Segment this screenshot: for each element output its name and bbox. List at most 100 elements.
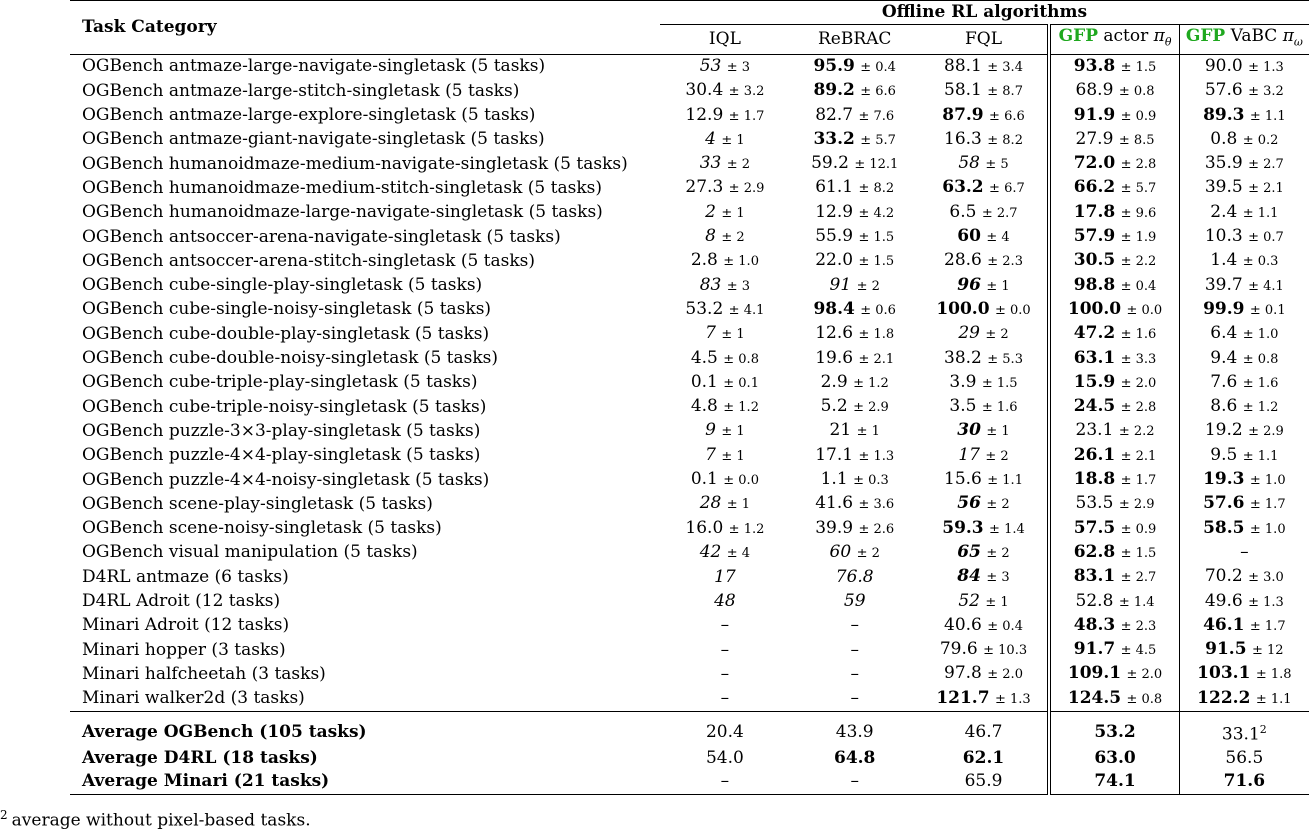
cell-fql: 6.5 ± 2.7 bbox=[920, 201, 1050, 225]
cell-fql: 59.3 ± 1.4 bbox=[920, 517, 1050, 541]
cell-std: ± 0.4 bbox=[1120, 278, 1157, 294]
cell-std: ± 6.6 bbox=[860, 84, 896, 100]
cell-std: ± 3.6 bbox=[858, 497, 895, 513]
cell-value: 8.6 bbox=[1210, 396, 1238, 417]
cell-gfp-actor: 83.1 ± 2.7 bbox=[1047, 565, 1180, 590]
cell-value: 23.1 bbox=[1075, 420, 1114, 441]
task-name: OGBench antmaze-giant-navigate-singletas… bbox=[82, 129, 545, 150]
cell-value: 49.6 bbox=[1204, 590, 1243, 611]
cell-std: ± 2.1 bbox=[858, 351, 895, 367]
cell-value: 72.0 bbox=[1073, 153, 1116, 174]
cell-fql: 3.5 ± 1.6 bbox=[920, 395, 1050, 419]
gfp-label: GFP bbox=[1058, 26, 1098, 47]
cell-value: 83.1 bbox=[1073, 566, 1116, 587]
cell-value: 3.9 bbox=[949, 371, 977, 392]
avg-value: 20.4 bbox=[705, 721, 744, 742]
cell-std: ± 0.9 bbox=[1120, 108, 1157, 124]
cell-value: 48 bbox=[714, 591, 736, 612]
cell-iql: 9 ± 1 bbox=[660, 419, 790, 443]
cell-gfp-actor: 26.1 ± 2.1 bbox=[1047, 443, 1180, 469]
cell-value: 59 bbox=[843, 591, 866, 612]
cell-gfp-vabc: 90.0 ± 1.3 bbox=[1178, 54, 1309, 80]
cell-gfp-vabc: 46.1 ± 1.7 bbox=[1178, 613, 1309, 639]
cell-value: 39.7 bbox=[1204, 274, 1243, 295]
cell-value: – bbox=[850, 688, 859, 709]
footnote: 2 average without pixel-based tasks. bbox=[0, 808, 311, 831]
table-row: OGBench antmaze-giant-navigate-singletas… bbox=[70, 127, 1309, 153]
table-row: OGBench humanoidmaze-medium-stitch-singl… bbox=[70, 176, 1309, 201]
cell-std: ± 2.2 bbox=[1118, 424, 1155, 440]
cell-std: ± 6.6 bbox=[989, 108, 1025, 124]
cell-gfp-vabc: 89.3 ± 1.1 bbox=[1178, 103, 1309, 128]
cell-value: 1.1 bbox=[820, 469, 848, 490]
cell-value: 58.5 bbox=[1203, 517, 1245, 538]
cell-std: ± 0.0 bbox=[723, 473, 759, 489]
cell-value: 33 bbox=[699, 153, 722, 174]
cell-std: ± 8.2 bbox=[858, 181, 895, 197]
cell-value: 4.8 bbox=[690, 396, 718, 417]
cell-rebrac: 91 ± 2 bbox=[790, 274, 920, 298]
cell-value: 93.8 bbox=[1073, 55, 1116, 76]
cell-gfp-actor: 48.3 ± 2.3 bbox=[1047, 613, 1180, 639]
cell-iql: 4 ± 1 bbox=[660, 128, 790, 152]
cell-std: ± 1.3 bbox=[994, 691, 1031, 707]
cell-value: 10.3 bbox=[1204, 226, 1243, 247]
table-row: OGBench cube-single-noisy-singletask (5 … bbox=[70, 297, 1309, 323]
task-name: OGBench antsoccer-arena-stitch-singletas… bbox=[82, 250, 536, 271]
cell-fql: 40.6 ± 0.4 bbox=[920, 614, 1050, 638]
cell-value: 46.1 bbox=[1203, 614, 1245, 635]
cell-iql: 30.4 ± 3.2 bbox=[660, 79, 790, 103]
cell-gfp-vabc: 57.6 ± 3.2 bbox=[1178, 79, 1309, 104]
cell-iql: 53 ± 3 bbox=[660, 54, 790, 79]
cell-fql: 16.3 ± 8.2 bbox=[920, 128, 1050, 152]
cell-std: ± 4.1 bbox=[728, 302, 765, 318]
cell-value: 66.2 bbox=[1073, 177, 1116, 198]
cell-value: 52.8 bbox=[1075, 590, 1114, 611]
cell-value: 47.2 bbox=[1073, 323, 1116, 344]
cell-std: ± 2.1 bbox=[1248, 181, 1284, 197]
avg-value: 71.6 bbox=[1223, 771, 1266, 792]
cell-iql: 7 ± 1 bbox=[660, 322, 790, 346]
cell-rebrac: 5.2 ± 2.9 bbox=[790, 395, 920, 419]
omega-subscript: ω bbox=[1293, 35, 1303, 49]
cell-std: ± 0.6 bbox=[860, 302, 896, 318]
cell-std: ± 3 bbox=[986, 570, 1010, 586]
table-row: OGBench cube-triple-noisy-singletask (5 … bbox=[70, 395, 1309, 420]
cell-std: ± 0.3 bbox=[1242, 254, 1279, 270]
cell-iql: – bbox=[660, 662, 790, 686]
theta-subscript: θ bbox=[1164, 35, 1172, 49]
table-row: OGBench antsoccer-arena-stitch-singletas… bbox=[70, 249, 1309, 274]
cell-std: ± 1 bbox=[721, 424, 745, 440]
cell-rebrac: 1.1 ± 0.3 bbox=[790, 468, 920, 492]
avg-cell-iql: 54.0 bbox=[660, 747, 790, 770]
cell-value: 21 bbox=[829, 420, 852, 441]
cell-std: ± 1.1 bbox=[987, 473, 1023, 489]
cell-std: ± 1.5 bbox=[981, 375, 1018, 391]
cell-gfp-vabc: 19.2 ± 2.9 bbox=[1178, 419, 1309, 444]
cell-value: 28 bbox=[699, 493, 722, 514]
cell-std: ± 1 bbox=[986, 278, 1010, 294]
gfp-vabc-label: VaBC bbox=[1230, 26, 1278, 47]
cell-gfp-vabc: 0.8 ± 0.2 bbox=[1178, 127, 1309, 153]
cell-fql: 79.6 ± 10.3 bbox=[920, 638, 1050, 662]
cell-value: 95.9 bbox=[813, 55, 855, 76]
task-name: OGBench scene-noisy-singletask (5 tasks) bbox=[82, 518, 442, 539]
cell-std: ± 2 bbox=[986, 545, 1010, 561]
cell-value: 0.1 bbox=[690, 371, 718, 392]
cell-value: 59.2 bbox=[811, 153, 849, 174]
cell-iql: 0.1 ± 0.0 bbox=[660, 468, 790, 492]
cell-gfp-vabc: 99.9 ± 0.1 bbox=[1178, 297, 1309, 323]
cell-value: 63.2 bbox=[942, 177, 984, 198]
cell-gfp-vabc: 122.2 ± 1.1 bbox=[1178, 686, 1309, 712]
cell-std: ± 5.3 bbox=[987, 351, 1023, 367]
cell-fql: 121.7 ± 1.3 bbox=[920, 687, 1050, 712]
cell-iql: 4.8 ± 1.2 bbox=[660, 395, 790, 419]
cell-value: 2.9 bbox=[820, 371, 848, 392]
cell-std: ± 3 bbox=[726, 278, 751, 294]
cell-value: 9 bbox=[705, 420, 716, 441]
header-row-columns: IQL ReBRAC FQL GFP actor πθ GFP VaBC πω bbox=[70, 24, 1309, 55]
average-label: Average D4RL (18 tasks) bbox=[82, 747, 318, 768]
cell-value: 61.1 bbox=[815, 177, 854, 198]
col-header-fql: FQL bbox=[964, 28, 1002, 49]
cell-std: ± 0.3 bbox=[853, 473, 889, 489]
